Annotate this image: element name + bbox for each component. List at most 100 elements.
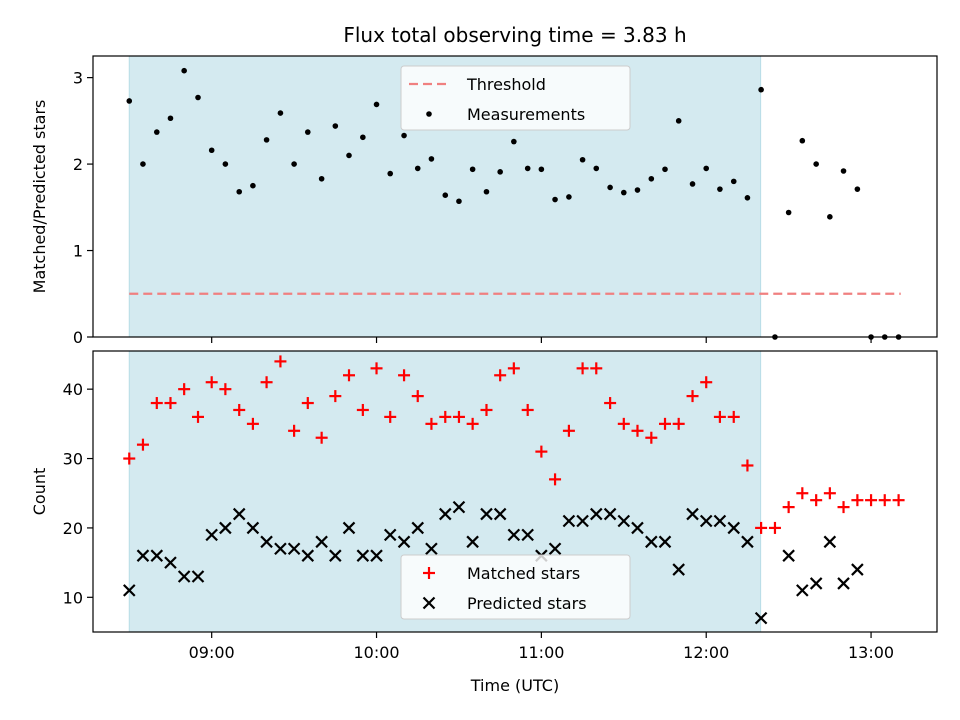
data-point <box>167 115 174 122</box>
data-point <box>356 549 370 562</box>
data-point <box>205 376 218 389</box>
data-point <box>195 94 201 101</box>
y-tick-label: 2 <box>73 155 83 174</box>
data-point <box>246 521 260 535</box>
data-point <box>263 137 270 143</box>
data-point <box>758 86 764 93</box>
data-point <box>304 129 311 135</box>
data-point <box>150 549 164 562</box>
data-point <box>370 549 383 562</box>
x-tick-label: 13:00 <box>848 643 894 662</box>
data-point <box>799 137 806 144</box>
data-point <box>727 410 740 423</box>
data-point <box>837 577 850 590</box>
data-point <box>383 528 397 542</box>
y-tick-label: 10 <box>63 588 83 607</box>
data-point <box>192 410 205 423</box>
data-point <box>754 611 768 625</box>
data-point <box>494 369 507 382</box>
data-point <box>452 410 465 423</box>
data-point <box>521 403 534 416</box>
data-point <box>318 175 325 182</box>
data-point <box>593 165 600 172</box>
data-point <box>126 98 133 104</box>
data-point <box>260 535 273 549</box>
data-point <box>329 390 342 403</box>
data-point <box>205 528 218 542</box>
data-point <box>672 563 685 576</box>
y-tick-label: 20 <box>63 519 83 538</box>
data-point <box>840 168 847 174</box>
data-point <box>813 161 819 167</box>
data-point <box>658 535 672 549</box>
data-point <box>590 362 603 375</box>
data-point <box>796 487 809 500</box>
y-axis-label-top: Matched/Predicted stars <box>30 100 49 294</box>
data-point <box>466 417 479 430</box>
data-point <box>662 166 668 173</box>
data-point <box>713 410 726 423</box>
data-point <box>411 390 424 403</box>
data-point <box>617 417 630 430</box>
data-point <box>552 196 558 203</box>
legend-label: Measurements <box>467 105 585 124</box>
data-point <box>428 156 435 162</box>
data-point <box>730 178 737 185</box>
data-point <box>480 507 493 521</box>
data-point <box>497 169 503 175</box>
data-point <box>343 369 356 382</box>
data-point <box>535 445 548 458</box>
legend-top: Threshold Measurements <box>400 65 631 131</box>
data-point <box>384 410 397 423</box>
data-point <box>562 514 576 528</box>
data-point <box>232 507 246 521</box>
data-point <box>810 494 823 507</box>
data-point <box>123 452 136 465</box>
data-point <box>153 129 160 135</box>
data-point <box>549 473 562 486</box>
data-point <box>699 514 713 528</box>
legend-box <box>400 65 631 131</box>
data-point <box>741 535 754 549</box>
data-point <box>617 514 631 528</box>
y-tick-label: 1 <box>73 242 83 261</box>
data-point <box>291 161 297 167</box>
data-point <box>177 570 191 583</box>
data-point <box>782 501 795 514</box>
data-point <box>507 528 521 542</box>
data-point <box>287 542 301 556</box>
data-point <box>631 521 644 535</box>
data-point <box>645 431 658 444</box>
data-point <box>236 188 243 195</box>
data-point <box>414 165 421 172</box>
data-point <box>493 507 507 521</box>
x-tick-label: 12:00 <box>683 643 729 662</box>
data-point <box>562 424 575 437</box>
data-point <box>741 459 754 472</box>
data-point <box>315 535 328 549</box>
data-point <box>507 362 520 375</box>
data-point <box>452 500 466 514</box>
data-point <box>425 417 438 430</box>
x-tick-label: 09:00 <box>189 643 235 662</box>
data-point <box>411 521 425 535</box>
data-point <box>607 184 613 191</box>
data-point <box>398 369 411 382</box>
data-point <box>274 355 287 368</box>
data-point <box>397 535 411 549</box>
legend-label: Threshold <box>466 75 546 94</box>
data-point <box>521 528 534 542</box>
data-point <box>796 584 809 597</box>
data-point <box>425 542 438 556</box>
data-point <box>878 494 891 507</box>
data-point <box>566 194 572 200</box>
data-point <box>538 166 545 173</box>
data-point <box>703 165 710 172</box>
data-point <box>768 521 781 534</box>
data-point <box>700 376 713 389</box>
data-point <box>865 494 878 507</box>
data-point <box>755 521 768 534</box>
data-point <box>483 188 490 195</box>
data-point <box>208 147 215 154</box>
